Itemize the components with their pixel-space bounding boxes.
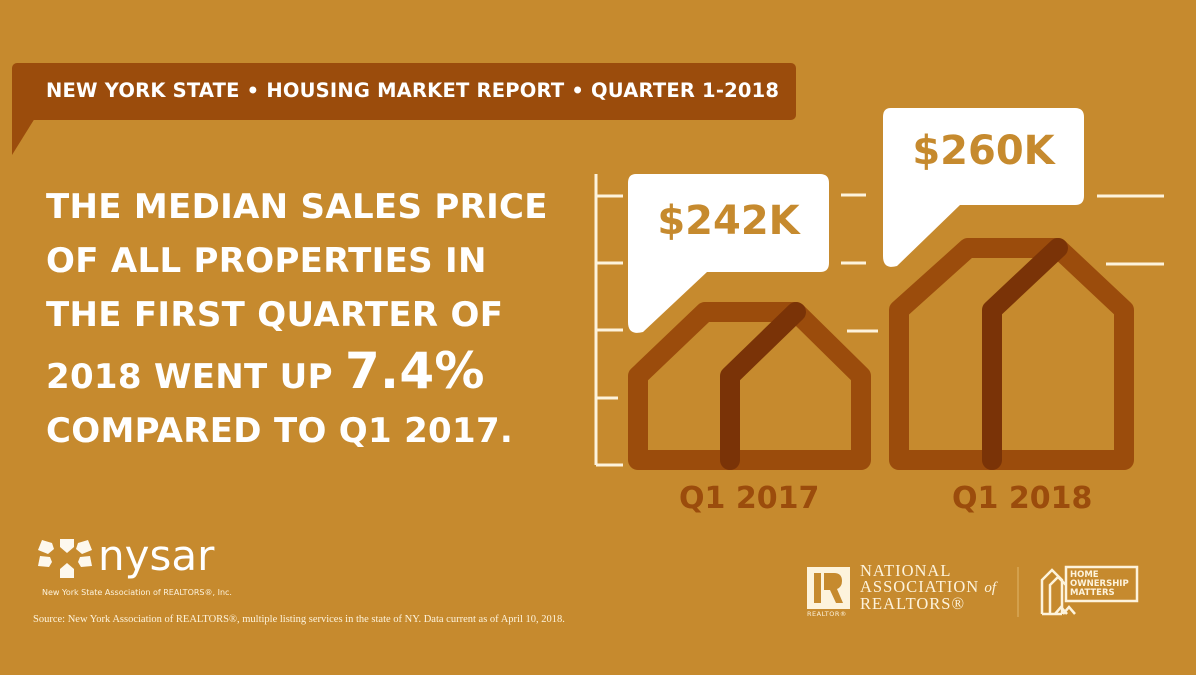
house-icon-q1-2017 <box>628 302 871 470</box>
nysar-subtitle: New York State Association of REALTORS®,… <box>42 588 232 597</box>
hom-logo-text: HOME OWNERSHIP MATTERS <box>1070 571 1129 598</box>
report-banner-tail <box>12 110 40 155</box>
middle-ticks <box>841 193 878 333</box>
report-banner-title: NEW YORK STATE • HOUSING MARKET REPORT •… <box>46 79 780 102</box>
category-label-q1-2018: Q1 2018 <box>952 481 1093 516</box>
hom-line-1: HOME <box>1070 570 1099 580</box>
hom-line-2: OWNERSHIP <box>1070 579 1129 589</box>
headline-line-3: THE FIRST QUARTER OF <box>46 295 504 335</box>
headline-line-4-prefix: 2018 WENT UP <box>46 357 345 397</box>
headline-line-2: OF ALL PROPERTIES IN <box>46 241 487 281</box>
realtor-r-logo-icon <box>807 567 850 609</box>
nysar-wordmark: nysar <box>98 531 215 580</box>
value-bubble-q1-2018 <box>883 108 1084 267</box>
category-label-q1-2017: Q1 2017 <box>679 481 820 516</box>
percent-change: 7.4% <box>344 342 485 400</box>
nar-association: ASSOCIATION <box>860 577 980 596</box>
value-label-q1-2017: $242K <box>657 198 800 244</box>
value-label-q1-2018: $260K <box>912 128 1055 174</box>
nar-logo-text: NATIONAL ASSOCIATION of REALTORS® <box>860 561 996 613</box>
source-note: Source: New York Association of REALTORS… <box>33 614 565 625</box>
home-ownership-matters-logo-icon <box>1040 565 1139 616</box>
nar-line-1: NATIONAL <box>860 561 952 580</box>
headline-line-4: 2018 WENT UP 7.4% <box>46 346 566 404</box>
nar-line-2: ASSOCIATION of <box>860 577 996 596</box>
report-banner <box>12 63 796 120</box>
headline-line-1: THE MEDIAN SALES PRICE <box>46 187 548 227</box>
nar-of: of <box>984 580 996 596</box>
right-ticks <box>1097 194 1164 266</box>
nysar-logo-icon <box>38 539 92 578</box>
nar-line-3: REALTORS® <box>860 594 965 613</box>
realtor-mark-text: REALTOR® <box>807 610 847 618</box>
value-bubble-q1-2017 <box>628 174 829 333</box>
left-axis <box>594 174 623 467</box>
headline: THE MEDIAN SALES PRICE OF ALL PROPERTIES… <box>46 180 566 458</box>
headline-line-5: COMPARED TO Q1 2017. <box>46 411 514 451</box>
hom-line-3: MATTERS <box>1070 588 1115 598</box>
house-icon-q1-2018 <box>889 238 1134 470</box>
